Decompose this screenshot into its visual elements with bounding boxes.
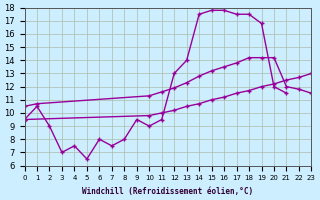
X-axis label: Windchill (Refroidissement éolien,°C): Windchill (Refroidissement éolien,°C)	[82, 187, 253, 196]
